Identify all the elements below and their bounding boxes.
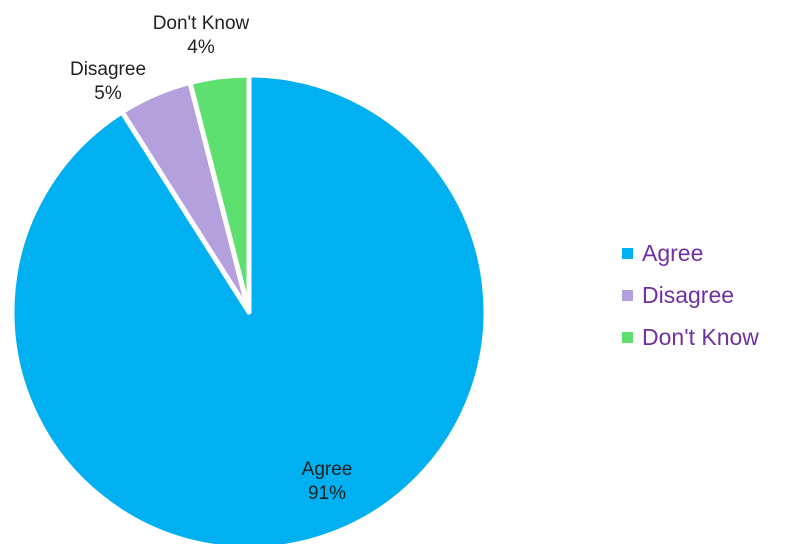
legend-swatch-disagree bbox=[622, 289, 633, 301]
data-label-category: Don't Know bbox=[153, 13, 250, 34]
legend-label-dont-know: Don't Know bbox=[642, 323, 759, 350]
pie-slice-don-t-know bbox=[187, 72, 252, 315]
data-label-value: 5% bbox=[94, 83, 122, 104]
data-label-don-t-know: Don't Know 4% bbox=[153, 13, 250, 58]
data-label-agree: Agree 91% bbox=[302, 459, 353, 504]
data-label-category: Agree bbox=[302, 459, 353, 480]
legend-label-disagree: Disagree bbox=[642, 281, 735, 308]
data-label-category: Disagree bbox=[70, 59, 146, 80]
legend-label-agree: Agree bbox=[642, 239, 704, 266]
legend-swatch-agree bbox=[622, 247, 633, 259]
legend-item-disagree: Disagree bbox=[622, 282, 759, 308]
legend-item-agree: Agree bbox=[622, 240, 759, 266]
data-label-value: 4% bbox=[187, 37, 215, 58]
data-label-disagree: Disagree 5% bbox=[70, 59, 146, 104]
legend: Agree Disagree Don't Know bbox=[622, 240, 759, 366]
data-label-value: 91% bbox=[308, 483, 346, 504]
legend-swatch-dont-know bbox=[622, 331, 633, 343]
pie-slices bbox=[9, 72, 489, 544]
data-labels: Agree 91% Disagree 5% Don't Know 4% bbox=[70, 13, 352, 504]
legend-item-dont-know: Don't Know bbox=[622, 324, 759, 350]
